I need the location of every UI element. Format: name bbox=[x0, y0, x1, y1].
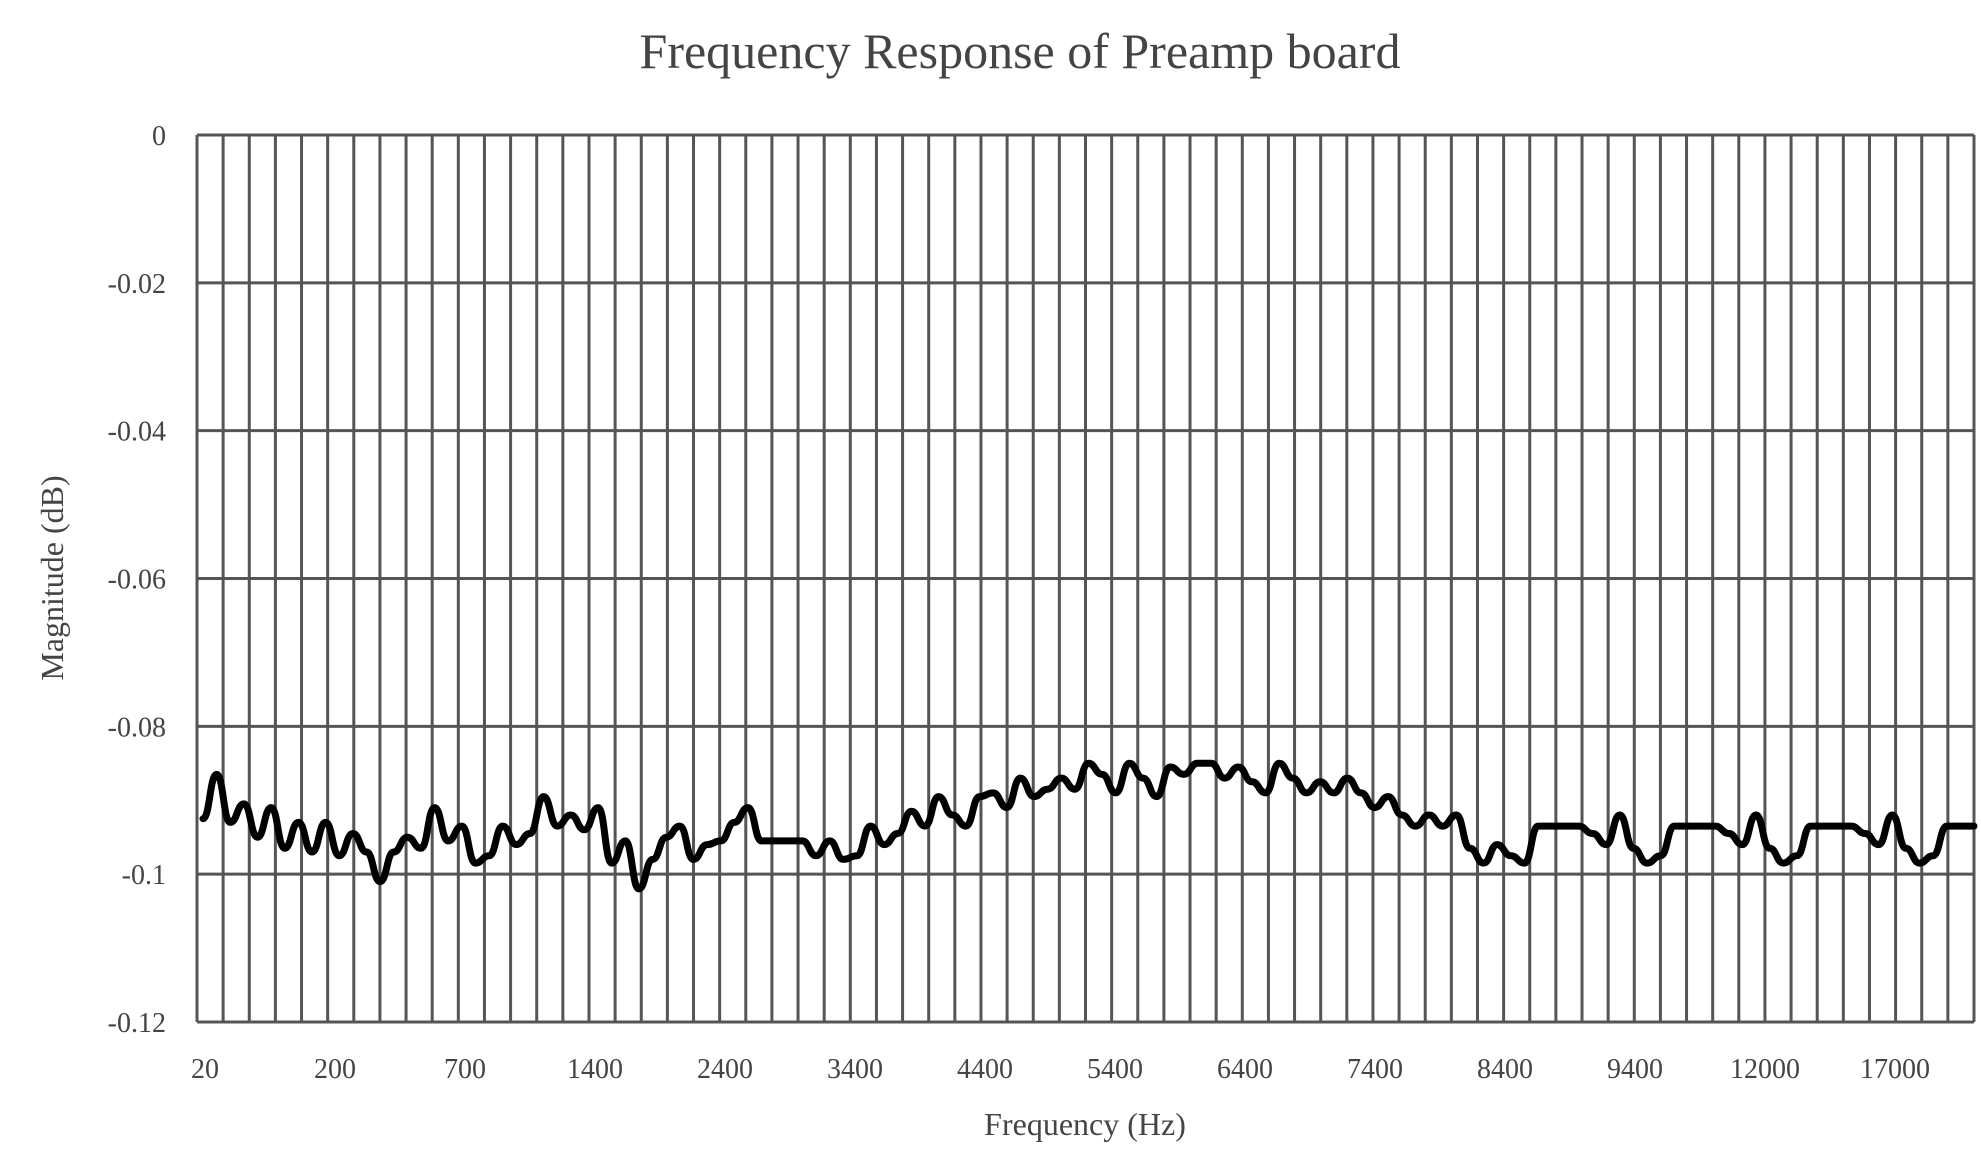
y-axis-label: Magnitude (dB) bbox=[34, 475, 70, 680]
x-tick-label: 700 bbox=[444, 1054, 486, 1085]
chart-title: Frequency Response of Preamp board bbox=[640, 23, 1401, 79]
x-axis-ticks: 20 200 700 1400 2400 3400 4400 5400 6400 7400 8400… bbox=[191, 1054, 1930, 1085]
x-tick-label: 1400 bbox=[567, 1054, 623, 1085]
y-tick-label: -0.08 bbox=[108, 712, 166, 743]
series-line bbox=[199, 759, 1978, 893]
x-tick-label: 17000 bbox=[1860, 1054, 1930, 1085]
y-axis-ticks: 0 -0.02 -0.04 -0.06 -0.08 -0.1 -0.12 bbox=[108, 121, 166, 1039]
y-tick-label: -0.06 bbox=[108, 565, 166, 596]
y-tick-label: -0.1 bbox=[122, 860, 166, 891]
x-tick-label: 12000 bbox=[1730, 1054, 1800, 1085]
x-tick-label: 2400 bbox=[697, 1054, 753, 1085]
x-tick-label: 7400 bbox=[1347, 1054, 1403, 1085]
y-tick-label: -0.02 bbox=[108, 269, 166, 300]
x-tick-label: 3400 bbox=[827, 1054, 883, 1085]
x-tick-label: 8400 bbox=[1477, 1054, 1533, 1085]
x-tick-label: 4400 bbox=[957, 1054, 1013, 1085]
y-tick-label: -0.04 bbox=[108, 417, 166, 448]
x-axis-label: Frequency (Hz) bbox=[984, 1106, 1186, 1142]
x-tick-label: 6400 bbox=[1217, 1054, 1273, 1085]
x-tick-label: 20 bbox=[191, 1054, 219, 1085]
plot-grid bbox=[195, 133, 1976, 1024]
y-tick-label: -0.12 bbox=[108, 1008, 166, 1039]
x-tick-label: 5400 bbox=[1087, 1054, 1143, 1085]
x-tick-label: 9400 bbox=[1607, 1054, 1663, 1085]
y-tick-label: 0 bbox=[152, 121, 166, 152]
x-tick-label: 200 bbox=[314, 1054, 356, 1085]
